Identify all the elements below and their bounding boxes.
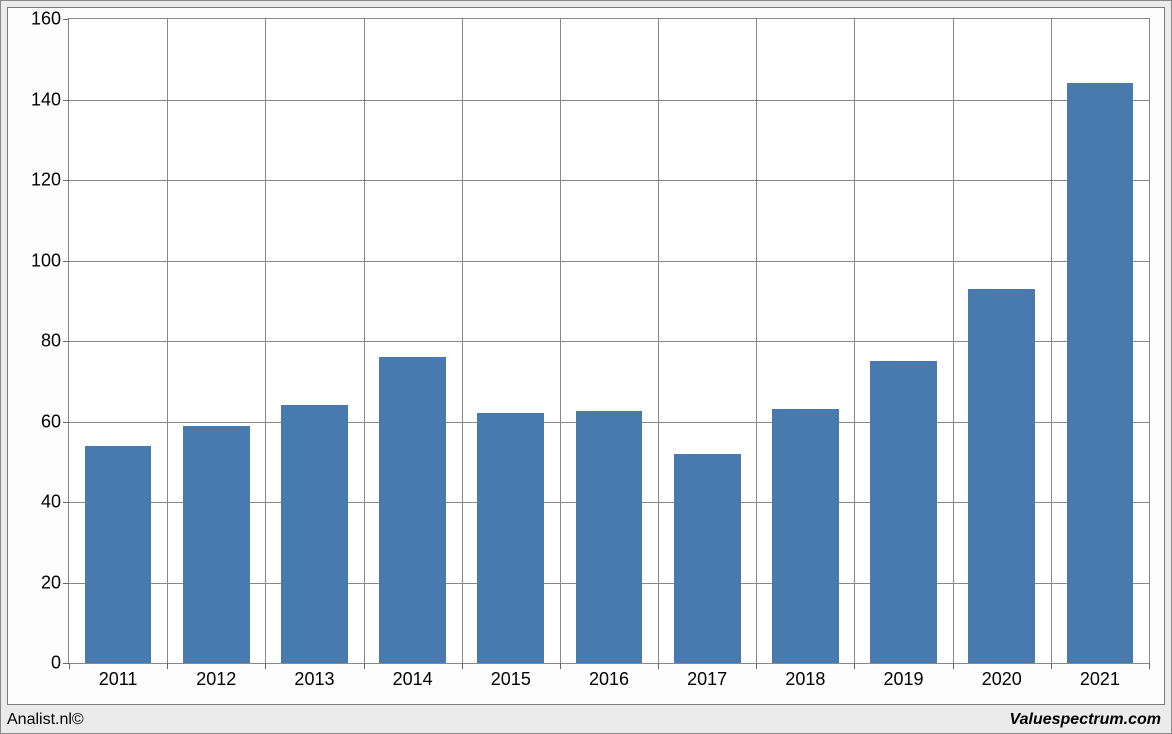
x-tick-label: 2020 [982,663,1022,690]
x-tick [1149,663,1150,669]
gridline-v [854,19,855,663]
x-tick [756,663,757,669]
bar [674,454,741,663]
gridline-h [69,100,1149,101]
gridline-v [265,19,266,663]
bar [183,426,250,663]
gridline-h [69,180,1149,181]
gridline-v [364,19,365,663]
y-tick [63,261,69,262]
gridline-v [756,19,757,663]
x-tick [953,663,954,669]
bar [772,409,839,663]
x-tick [265,663,266,669]
gridline-v [167,19,168,663]
y-tick [63,502,69,503]
y-tick [63,19,69,20]
footer-left-label: Analist.nl© [7,711,84,729]
x-tick-label: 2012 [196,663,236,690]
y-tick [63,180,69,181]
gridline-v [658,19,659,663]
gridline-v [1051,19,1052,663]
x-tick-label: 2011 [99,663,138,690]
x-tick [658,663,659,669]
x-tick-label: 2013 [294,663,334,690]
x-tick [69,663,70,669]
x-tick-label: 2016 [589,663,629,690]
y-tick [63,100,69,101]
bar [576,411,643,663]
outer-frame: 0204060801001201401602011201220132014201… [0,0,1172,734]
bar [281,405,348,663]
gridline-h [69,261,1149,262]
x-tick-label: 2017 [687,663,727,690]
gridline-v [953,19,954,663]
bar [477,413,544,663]
x-tick [560,663,561,669]
chart-panel: 0204060801001201401602011201220132014201… [7,7,1165,705]
x-tick-label: 2014 [393,663,433,690]
y-tick [63,422,69,423]
gridline-v [462,19,463,663]
gridline-v [560,19,561,663]
x-tick-label: 2019 [884,663,924,690]
y-tick [63,341,69,342]
x-tick [167,663,168,669]
x-tick-label: 2021 [1080,663,1120,690]
x-tick [854,663,855,669]
plot-area: 0204060801001201401602011201220132014201… [68,18,1150,664]
footer-right-label: Valuespectrum.com [1010,711,1161,729]
x-tick-label: 2015 [491,663,531,690]
bar [870,361,937,663]
x-tick [1051,663,1052,669]
bar [379,357,446,663]
bar [1067,83,1134,663]
y-tick [63,583,69,584]
bar [85,446,152,663]
x-tick [462,663,463,669]
x-tick-label: 2018 [785,663,825,690]
bar [968,289,1035,663]
x-tick [364,663,365,669]
